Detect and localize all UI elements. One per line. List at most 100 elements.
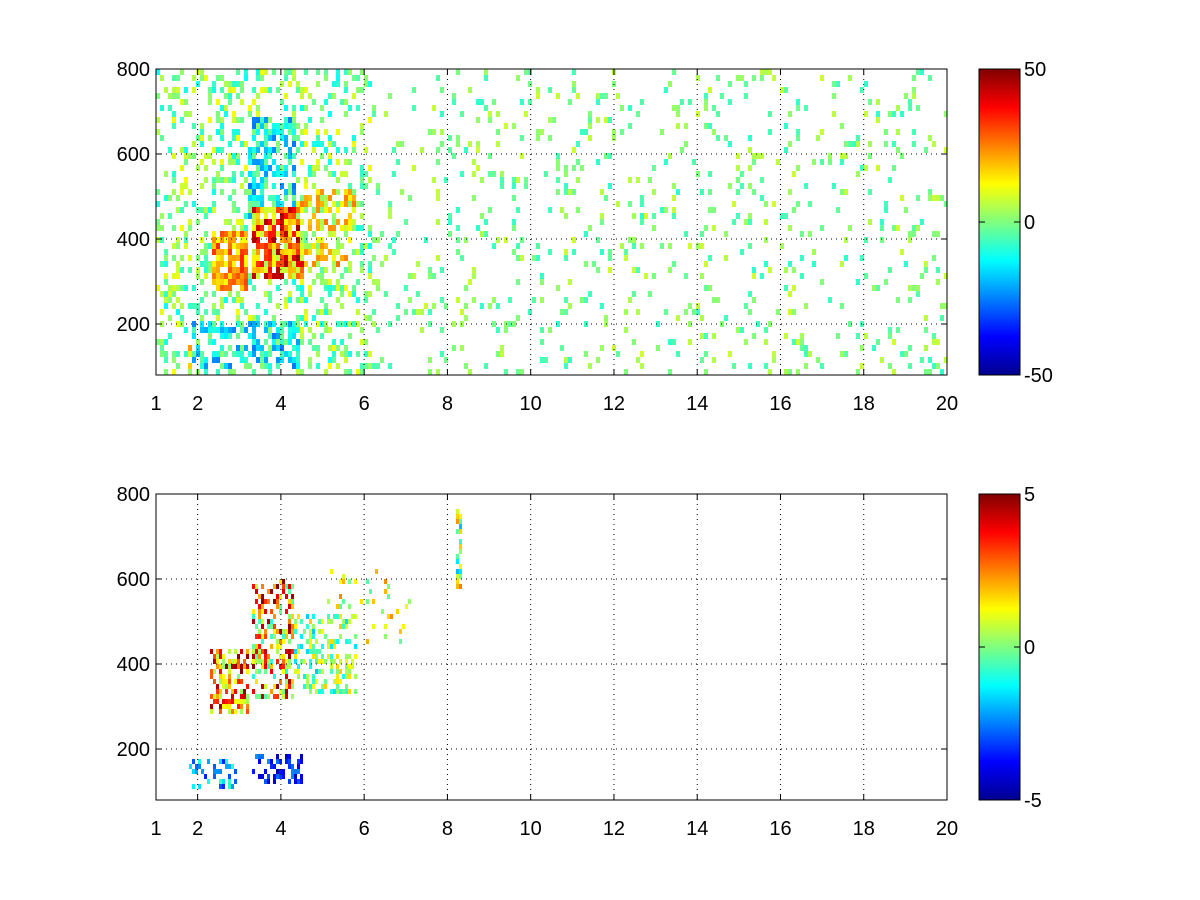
heatmap-cell	[204, 273, 208, 279]
heatmap-cell	[296, 123, 300, 129]
heatmap-cell	[212, 351, 216, 357]
heatmap-cell	[472, 159, 476, 165]
heatmap-cell	[309, 659, 312, 664]
heatmap-cell	[580, 129, 584, 135]
heatmap-cell	[356, 297, 360, 303]
heatmap-cell	[192, 321, 196, 327]
heatmap-cell	[312, 147, 316, 153]
heatmap-cell	[172, 123, 176, 129]
heatmap-cell	[300, 774, 303, 779]
heatmap-cell	[276, 363, 280, 369]
heatmap-cell	[344, 231, 348, 237]
heatmap-cell	[256, 183, 260, 189]
heatmap-cell	[516, 369, 520, 375]
heatmap-cell	[291, 604, 294, 609]
heatmap-cell	[352, 195, 356, 201]
heatmap-cell	[264, 177, 268, 183]
heatmap-cell	[300, 333, 304, 339]
heatmap-cell	[279, 774, 282, 779]
heatmap-cell	[532, 297, 536, 303]
heatmap-cell	[860, 345, 864, 351]
heatmap-cell	[228, 669, 231, 674]
heatmap-cell	[896, 225, 900, 231]
heatmap-cell	[288, 153, 292, 159]
heatmap-cell	[848, 321, 852, 327]
heatmap-cell	[248, 183, 252, 189]
heatmap-cell	[300, 195, 304, 201]
heatmap-cell	[270, 609, 273, 614]
heatmap-cell	[236, 321, 240, 327]
heatmap-cell	[176, 267, 180, 273]
heatmap-cell	[292, 201, 296, 207]
heatmap-cell	[748, 165, 752, 171]
heatmap-cell	[234, 664, 237, 669]
heatmap-cell	[460, 111, 464, 117]
heatmap-cell	[224, 93, 228, 99]
heatmap-cell	[892, 339, 896, 345]
heatmap-cell	[282, 774, 285, 779]
heatmap-cell	[752, 159, 756, 165]
colorbar-tick-label: -50	[1024, 365, 1053, 387]
heatmap-cell	[484, 363, 488, 369]
heatmap-cell	[584, 129, 588, 135]
heatmap-cell	[459, 584, 462, 589]
heatmap-cell	[216, 177, 220, 183]
heatmap-cell	[164, 369, 168, 375]
heatmap-cell	[228, 93, 232, 99]
heatmap-cell	[164, 249, 168, 255]
heatmap-cell	[328, 291, 332, 297]
heatmap-cell	[172, 357, 176, 363]
heatmap-cell	[304, 315, 308, 321]
heatmap-cell	[284, 225, 288, 231]
heatmap-cell	[285, 694, 288, 699]
heatmap-cell	[260, 351, 264, 357]
heatmap-cell	[432, 129, 436, 135]
heatmap-cell	[296, 225, 300, 231]
heatmap-cell	[688, 321, 692, 327]
heatmap-cell	[604, 117, 608, 123]
heatmap-cell	[612, 135, 616, 141]
heatmap-cell	[608, 267, 612, 273]
heatmap-cell	[234, 769, 237, 774]
heatmap-cell	[224, 279, 228, 285]
heatmap-cell	[192, 769, 195, 774]
heatmap-cell	[264, 147, 268, 153]
heatmap-cell	[327, 654, 330, 659]
heatmap-cell	[204, 267, 208, 273]
heatmap-cell	[252, 649, 255, 654]
heatmap-cell	[236, 255, 240, 261]
heatmap-cell	[772, 357, 776, 363]
heatmap-cell	[252, 129, 256, 135]
heatmap-cell	[246, 699, 249, 704]
heatmap-cell	[804, 363, 808, 369]
heatmap-cell	[252, 261, 256, 267]
heatmap-cell	[156, 117, 160, 123]
heatmap-cell	[276, 249, 280, 255]
heatmap-cell	[656, 345, 660, 351]
heatmap-cell	[676, 351, 680, 357]
heatmap-cell	[222, 654, 225, 659]
heatmap-cell	[860, 363, 864, 369]
heatmap-cell	[888, 363, 892, 369]
heatmap-cell	[564, 357, 568, 363]
heatmap-cell	[216, 654, 219, 659]
heatmap-cell	[228, 779, 231, 784]
heatmap-cell	[448, 135, 452, 141]
heatmap-cell	[492, 99, 496, 105]
heatmap-cell	[276, 303, 280, 309]
heatmap-cell	[700, 315, 704, 321]
heatmap-cell	[268, 153, 272, 159]
heatmap-cell	[204, 213, 208, 219]
heatmap-cell	[164, 195, 168, 201]
heatmap-cell	[282, 579, 285, 584]
heatmap-cell	[320, 237, 324, 243]
heatmap-cell	[216, 249, 220, 255]
heatmap-cell	[321, 629, 324, 634]
heatmap-cell	[308, 339, 312, 345]
heatmap-cell	[736, 75, 740, 81]
heatmap-cell	[208, 339, 212, 345]
heatmap-cell	[364, 363, 368, 369]
heatmap-cell	[260, 117, 264, 123]
heatmap-cell	[312, 674, 315, 679]
heatmap-cell	[308, 171, 312, 177]
